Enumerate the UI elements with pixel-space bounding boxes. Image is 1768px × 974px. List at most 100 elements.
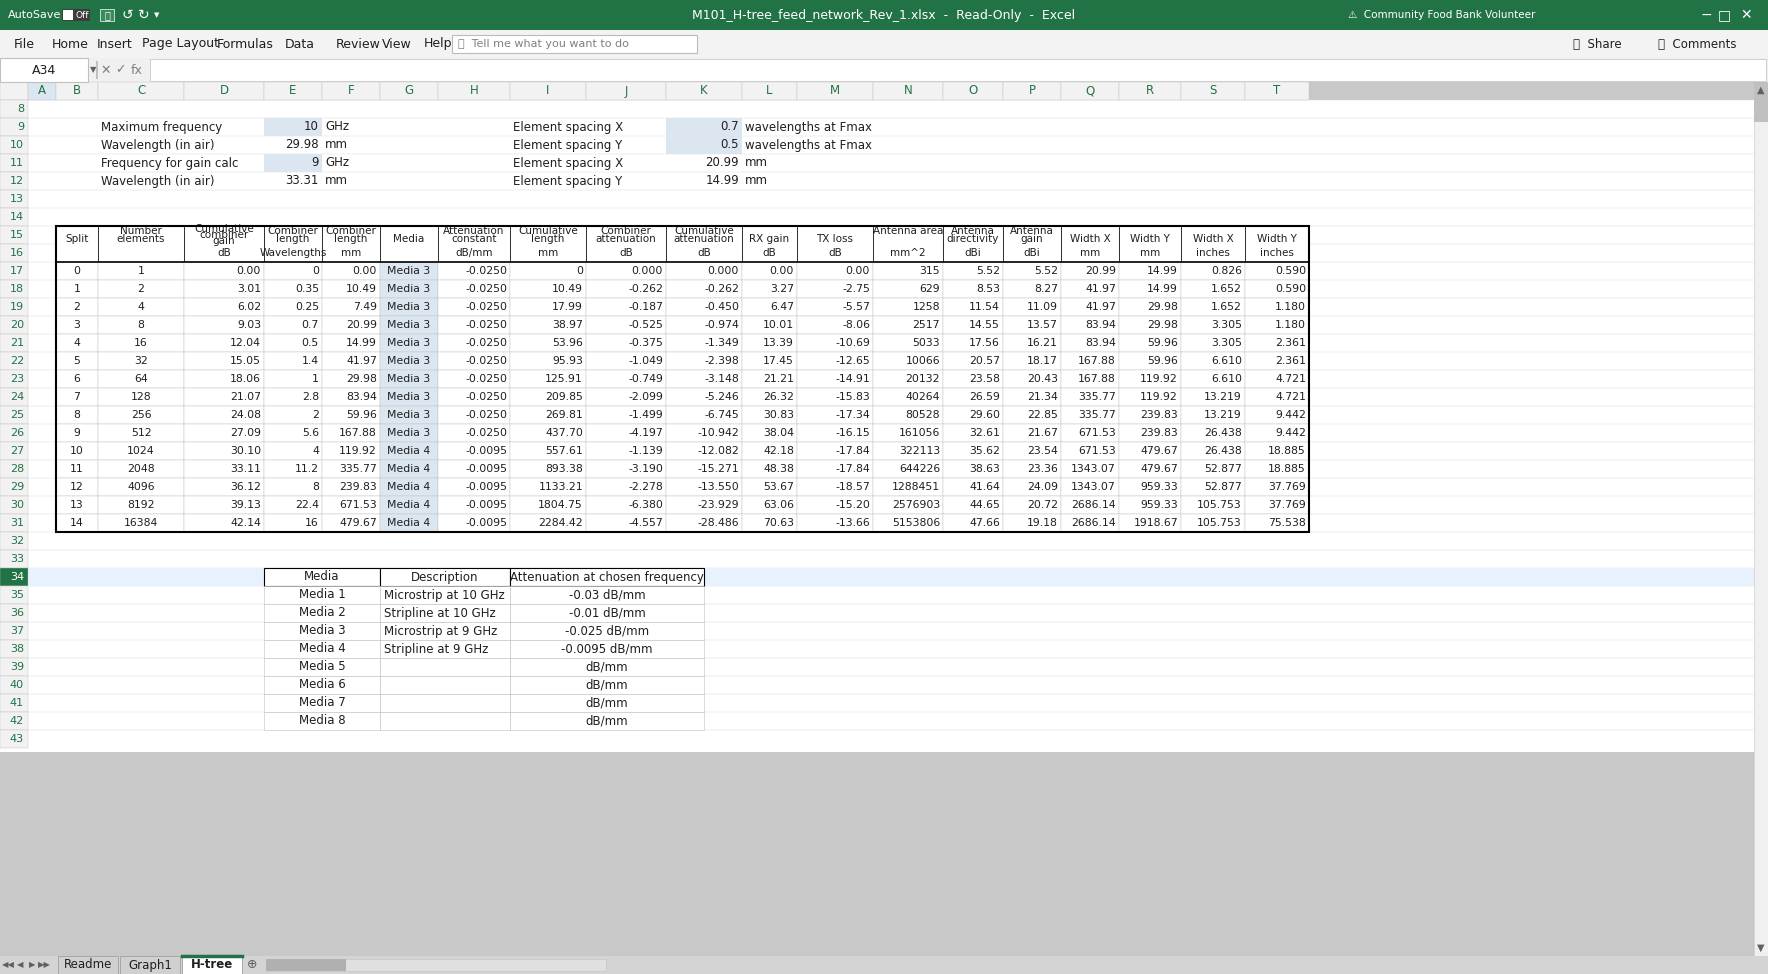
Text: directivity: directivity [948,235,999,244]
Bar [322,298,380,316]
Text: -13.66: -13.66 [834,518,870,528]
Bar [0,298,28,316]
Bar [585,226,667,262]
Text: 1: 1 [138,266,145,276]
Bar [57,262,97,280]
Bar [380,352,438,370]
Text: Attenuation: Attenuation [444,226,504,236]
Bar [380,82,438,100]
Text: 10.01: 10.01 [762,320,794,330]
Bar [797,388,873,406]
Text: 12: 12 [11,176,25,186]
Text: 17.56: 17.56 [969,338,1001,348]
Text: 63.06: 63.06 [764,500,794,510]
Bar [57,226,1308,532]
Text: mm: mm [744,174,767,188]
Text: Media 4: Media 4 [387,482,431,492]
Bar [322,82,380,100]
Bar [797,496,873,514]
Bar [57,460,97,478]
Bar [380,424,438,442]
Text: 11.2: 11.2 [295,464,318,474]
Bar [743,460,797,478]
Text: 0.7: 0.7 [302,320,318,330]
Bar [0,388,28,406]
Text: 7: 7 [74,392,80,402]
Text: 36: 36 [11,608,25,618]
Bar [1002,388,1061,406]
Bar [585,370,667,388]
Text: 38.63: 38.63 [969,464,1001,474]
Text: 32: 32 [11,536,25,546]
Bar [97,82,184,100]
Text: 29.98: 29.98 [285,138,318,152]
Bar [438,82,509,100]
Bar [1181,226,1245,262]
Text: 629: 629 [919,284,941,294]
Text: 22: 22 [11,356,25,366]
Bar [797,514,873,532]
Bar [0,208,28,226]
Text: mm: mm [325,138,348,152]
Text: -6.745: -6.745 [704,410,739,420]
Bar [380,370,438,388]
Text: dB: dB [697,248,711,258]
Bar [263,280,322,298]
Bar [873,388,942,406]
Bar [1002,460,1061,478]
Text: 83.94: 83.94 [1086,320,1116,330]
Text: Media 4: Media 4 [387,518,431,528]
Bar [509,496,585,514]
Text: ✕: ✕ [101,63,111,77]
Text: -18.57: -18.57 [834,482,870,492]
Bar [380,568,509,586]
Text: 1.180: 1.180 [1275,302,1307,312]
Bar [97,424,184,442]
Text: 2517: 2517 [912,320,941,330]
Text: fx: fx [131,63,143,77]
Bar [322,442,380,460]
Bar [667,496,743,514]
Bar [438,226,509,262]
Text: 30.10: 30.10 [230,446,262,456]
Bar [322,280,380,298]
Bar [743,424,797,442]
Text: R: R [1146,85,1155,97]
Text: -13.550: -13.550 [697,482,739,492]
Bar [1119,334,1181,352]
Bar [380,334,438,352]
Bar [743,316,797,334]
Bar [743,226,797,262]
Text: 2.361: 2.361 [1275,356,1307,366]
Bar [57,298,97,316]
Bar [322,478,380,496]
Text: 16: 16 [11,248,25,258]
Text: 33.31: 33.31 [286,174,318,188]
Text: 0: 0 [576,266,583,276]
Bar [942,298,1002,316]
Bar [585,388,667,406]
Bar [743,352,797,370]
Bar [97,280,184,298]
Bar [1061,424,1119,442]
Bar [184,514,263,532]
Bar [0,676,28,694]
Bar [1002,406,1061,424]
Bar [263,712,380,730]
Bar [0,172,28,190]
Bar [0,496,28,514]
Bar [263,82,322,100]
Text: wavelengths at Fmax: wavelengths at Fmax [744,138,872,152]
Bar [797,352,873,370]
Bar [1245,352,1308,370]
Bar [743,82,797,100]
Text: 9: 9 [311,157,318,169]
Bar [1002,298,1061,316]
Bar [380,442,438,460]
Text: 0.00: 0.00 [845,266,870,276]
Text: mm^2: mm^2 [889,248,926,258]
Bar [1245,280,1308,298]
Text: 31: 31 [11,518,25,528]
Text: 42.18: 42.18 [764,446,794,456]
Text: -0.0095: -0.0095 [465,518,507,528]
